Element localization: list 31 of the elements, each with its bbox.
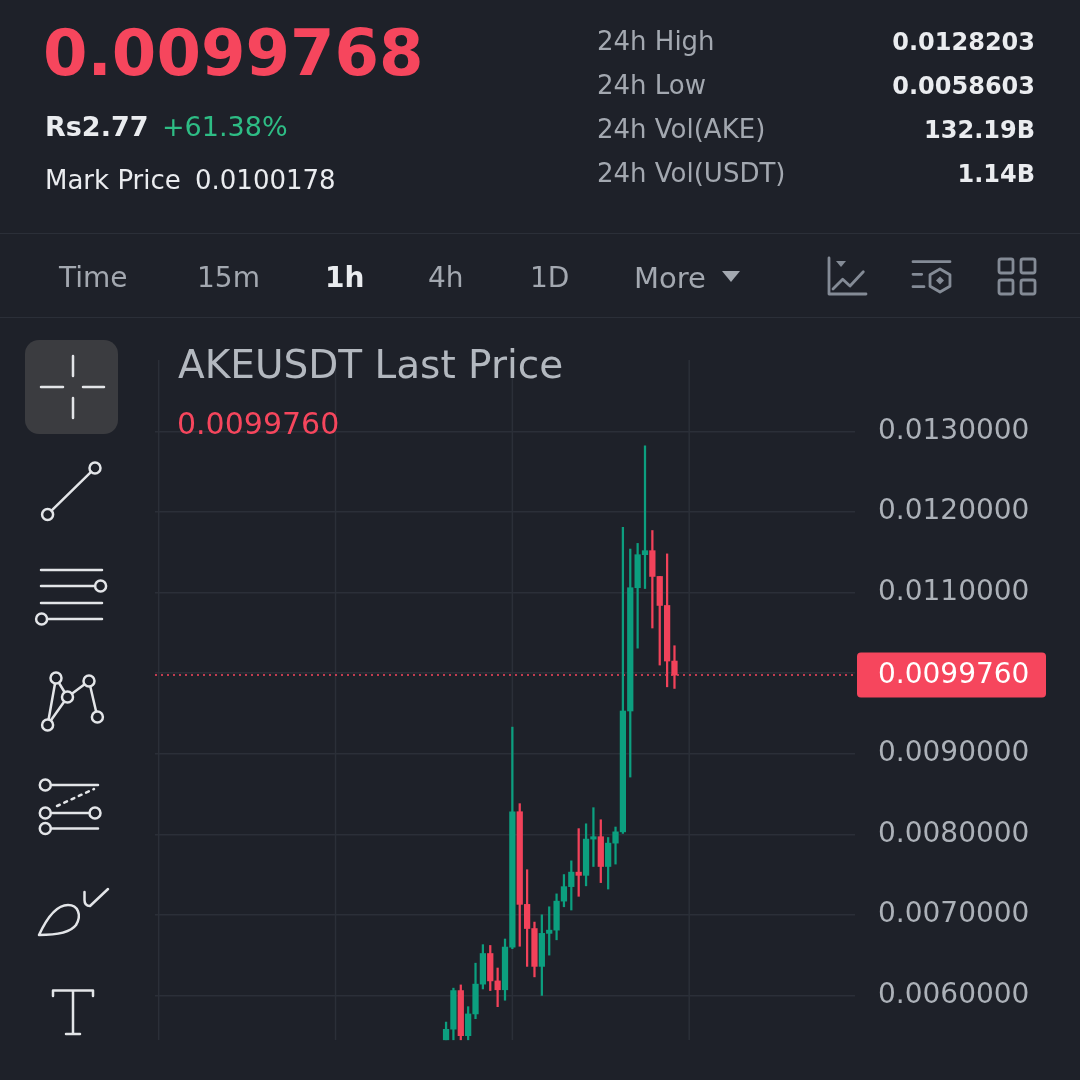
y-tick-label: 0.0060000 bbox=[878, 976, 1030, 1010]
ref-line-label: 0.0099760 bbox=[878, 657, 1030, 691]
y-tick-label: 0.0070000 bbox=[878, 896, 1030, 930]
text: 1h bbox=[325, 261, 365, 295]
text: 4h bbox=[428, 261, 464, 295]
text: Rs2.77 bbox=[45, 110, 149, 144]
text: 24h High bbox=[597, 26, 715, 58]
y-tick-label: 0.0110000 bbox=[878, 573, 1030, 607]
chart-title: AKEUSDT Last Price bbox=[178, 341, 564, 389]
text: 1.14B bbox=[957, 159, 1035, 189]
text: 24h Vol(USDT) bbox=[597, 158, 786, 190]
text: 0.0100178 bbox=[195, 165, 336, 197]
text: 24h Low bbox=[597, 70, 707, 102]
candlestick bbox=[612, 826, 619, 865]
text: 15m bbox=[197, 261, 260, 295]
text: More bbox=[634, 260, 706, 296]
text: 0.0099768 bbox=[43, 14, 424, 92]
text: 0.0058603 bbox=[892, 71, 1035, 101]
text: Time bbox=[59, 261, 128, 295]
y-tick-label: 0.0090000 bbox=[878, 734, 1030, 768]
text: 132.19B bbox=[924, 115, 1035, 145]
text: +61.38% bbox=[162, 110, 288, 144]
y-tick-label: 0.0130000 bbox=[878, 412, 1030, 446]
annotation: 0.0099760 bbox=[177, 406, 340, 442]
text: Mark Price bbox=[45, 165, 181, 197]
text: 24h Vol(AKE) bbox=[597, 114, 766, 146]
text: 0.0128203 bbox=[892, 27, 1035, 57]
candlestick bbox=[590, 807, 597, 867]
y-tick-label: 0.0120000 bbox=[878, 493, 1030, 527]
y-tick-label: 0.0080000 bbox=[878, 815, 1030, 849]
text: 1D bbox=[530, 261, 570, 295]
